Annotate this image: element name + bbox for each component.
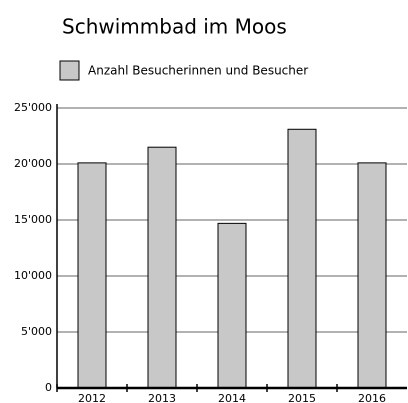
y-tick-label: 0: [45, 381, 52, 394]
y-tick-label: 25'000: [14, 101, 52, 114]
x-tick-label: 2016: [358, 392, 386, 403]
y-tick-label: 15'000: [14, 213, 52, 226]
bar: [147, 146, 177, 389]
bar: [357, 162, 387, 389]
y-tick-label: 5'000: [21, 325, 52, 338]
x-tick-label: 2014: [218, 392, 246, 403]
y-tick-label: 10'000: [14, 269, 52, 282]
y-tick-label: 20'000: [14, 157, 52, 170]
x-tick-label: 2015: [288, 392, 316, 403]
legend-label: Anzahl Besucherinnen und Besucher: [88, 64, 308, 78]
legend-swatch: [59, 60, 80, 81]
x-tick-label: 2012: [78, 392, 106, 403]
x-tick-label: 2013: [148, 392, 176, 403]
bar: [217, 222, 247, 389]
bar: [287, 128, 317, 389]
bar: [77, 162, 107, 389]
chart-title: Schwimmbad im Moos: [62, 15, 287, 39]
